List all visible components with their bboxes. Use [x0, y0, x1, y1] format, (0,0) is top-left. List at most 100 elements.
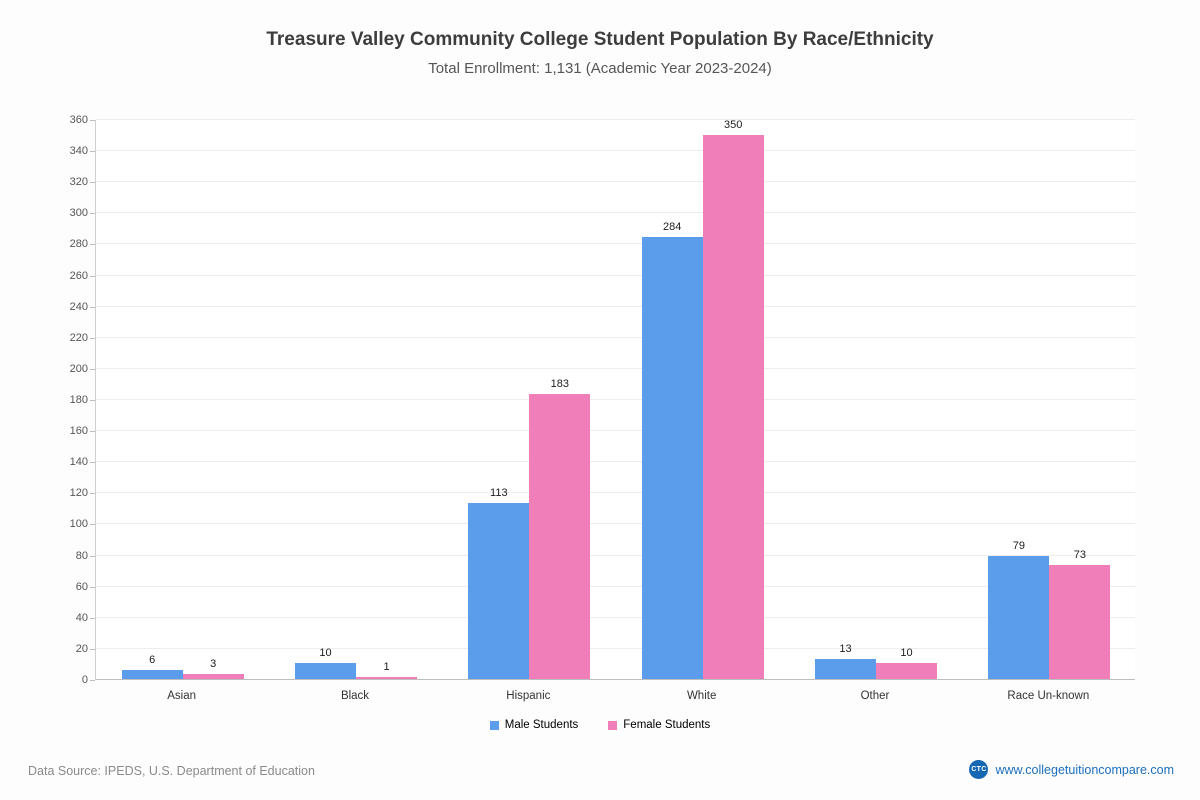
- y-axis-label: 160: [69, 425, 88, 438]
- gridline: [96, 150, 1135, 152]
- gridline: [96, 554, 1135, 556]
- y-axis-label: 180: [69, 394, 88, 406]
- bar-female-students: [702, 134, 764, 679]
- y-tick: [90, 462, 95, 464]
- y-axis-label: 340: [69, 145, 88, 158]
- y-tick: [90, 400, 95, 401]
- gridline: [96, 243, 1135, 245]
- bar-value-label: 350: [723, 118, 743, 131]
- gridline: [96, 336, 1135, 338]
- y-axis-label: 120: [69, 487, 88, 500]
- gridline: [96, 430, 1135, 432]
- x-axis-label: Asian: [167, 690, 197, 702]
- y-axis-label: 40: [75, 611, 88, 624]
- legend-label: Female Students: [623, 719, 711, 731]
- y-tick: [90, 182, 95, 184]
- chart-title: Treasure Valley Community College Studen…: [266, 29, 934, 50]
- y-tick: [90, 120, 95, 121]
- gridline: [96, 181, 1135, 183]
- gridline: [96, 461, 1135, 463]
- bar-value-label: 6: [149, 653, 156, 666]
- chart-subtitle: Total Enrollment: 1,131 (Academic Year 2…: [428, 60, 772, 77]
- y-tick: [90, 617, 95, 619]
- y-axis-label: 280: [69, 238, 88, 251]
- gridline: [96, 647, 1135, 649]
- bar-value-label: 73: [1073, 549, 1086, 562]
- bar-male-students: [121, 669, 183, 679]
- plot-area: 6 3 10 1 113 183 284 350 13 10 79 73: [95, 118, 1135, 680]
- x-axis-label: Race Un-known: [1007, 690, 1090, 702]
- bar-value-label: 3: [210, 658, 217, 671]
- website-url: www.collegetuitioncompare.com: [995, 762, 1174, 777]
- y-axis-label: 0: [81, 674, 88, 686]
- x-axis-label: Black: [340, 690, 370, 702]
- bar-male-students: [295, 663, 356, 679]
- gridline: [96, 367, 1135, 369]
- ctc-logo-icon: CTC: [969, 760, 989, 779]
- bar-female-students: [876, 663, 937, 679]
- y-tick: [90, 431, 95, 433]
- y-axis-label: 240: [69, 300, 88, 313]
- bar-value-label: 10: [900, 647, 913, 660]
- bar-female-students: [1049, 565, 1111, 679]
- y-axis-label: 200: [69, 362, 88, 375]
- y-axis-label: 220: [69, 331, 88, 344]
- bar-value-label: 284: [662, 221, 682, 234]
- bar-value-label: 79: [1012, 540, 1025, 553]
- y-axis-label: 60: [75, 580, 88, 593]
- y-tick: [90, 555, 95, 557]
- x-axis-label: White: [686, 690, 717, 702]
- y-tick: [90, 337, 95, 339]
- legend-item: Male Students: [489, 719, 579, 731]
- legend-swatch: [489, 720, 499, 730]
- y-tick: [90, 306, 95, 308]
- website-link[interactable]: CTC www.collegetuitioncompare.com: [969, 760, 1174, 779]
- gridline: [96, 399, 1135, 400]
- legend-label: Male Students: [504, 719, 579, 731]
- y-axis-label: 320: [69, 176, 88, 189]
- gridline: [96, 523, 1135, 525]
- gridline: [96, 492, 1135, 494]
- bar-male-students: [815, 658, 876, 679]
- gridline: [96, 585, 1135, 587]
- y-tick: [90, 586, 95, 588]
- y-tick: [90, 275, 95, 277]
- gridline: [96, 212, 1135, 214]
- y-tick: [90, 244, 95, 246]
- gridline: [96, 119, 1135, 120]
- bar-value-label: 113: [490, 487, 508, 500]
- y-axis-label: 360: [69, 114, 88, 126]
- y-axis-label: 20: [75, 642, 88, 655]
- y-tick: [90, 648, 95, 650]
- bar-value-label: 1: [383, 661, 390, 673]
- legend-swatch: [608, 720, 618, 730]
- y-tick: [90, 368, 95, 370]
- y-tick: [90, 151, 95, 153]
- chart-legend: Male Students Female Students: [0, 719, 1200, 731]
- bar-value-label: 183: [550, 378, 569, 391]
- bar-male-students: [468, 503, 530, 679]
- y-tick: [90, 680, 95, 681]
- legend-item: Female Students: [608, 719, 710, 731]
- bar-female-students: [356, 677, 417, 679]
- x-axis-label: Hispanic: [506, 690, 551, 702]
- gridline: [96, 274, 1135, 276]
- data-source-text: Data Source: IPEDS, U.S. Department of E…: [28, 764, 315, 778]
- y-axis-label: 100: [69, 518, 88, 531]
- y-tick: [90, 524, 95, 526]
- bar-female-students: [182, 674, 244, 679]
- y-axis-label: 260: [69, 269, 88, 282]
- y-tick: [90, 213, 95, 215]
- gridline: [96, 305, 1135, 307]
- bar-female-students: [529, 394, 591, 679]
- x-axis-label: Other: [860, 690, 890, 702]
- gridline: [96, 616, 1135, 618]
- y-axis-label: 140: [69, 456, 88, 469]
- bar-value-label: 13: [839, 642, 852, 655]
- bar-value-label: 10: [319, 647, 332, 660]
- y-axis-label: 300: [69, 207, 88, 220]
- y-tick: [90, 493, 95, 495]
- bar-male-students: [641, 237, 703, 679]
- bar-male-students: [988, 556, 1050, 679]
